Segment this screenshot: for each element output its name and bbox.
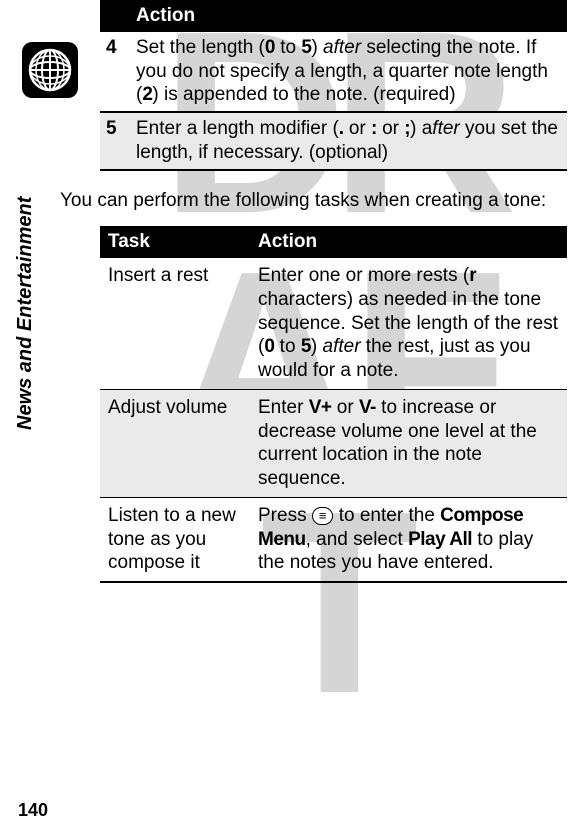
task-name: Insert a rest <box>100 258 250 389</box>
menu-key-icon: ≡ <box>312 507 334 525</box>
step-number: 4 <box>100 32 130 112</box>
tasks-header-action: Action <box>250 226 567 258</box>
task-row: Listen to a new tone as you compose itPr… <box>100 497 567 582</box>
step-row: 5Enter a length modifier (. or : or ;) a… <box>100 112 567 170</box>
task-action: Enter one or more rests (r characters) a… <box>250 258 567 389</box>
step-row: 4Set the length (0 to 5) after selecting… <box>100 32 567 112</box>
task-row: Adjust volumeEnter V+ or V- to increase … <box>100 389 567 497</box>
task-name: Adjust volume <box>100 389 250 497</box>
step-number: 5 <box>100 112 130 170</box>
step-text: Enter a length modifier (. or : or ;) af… <box>130 112 567 170</box>
section-label-text: News and Entertainment <box>14 197 37 430</box>
steps-table: Action 4Set the length (0 to 5) after se… <box>100 0 567 171</box>
tasks-header-task: Task <box>100 226 250 258</box>
globe-icon <box>20 40 80 100</box>
task-row: Insert a restEnter one or more rests (r … <box>100 258 567 389</box>
step-text: Set the length (0 to 5) after selecting … <box>130 32 567 112</box>
intro-text: You can perform the following tasks when… <box>60 189 567 213</box>
task-action: Press ≡ to enter the Compose Menu, and s… <box>250 497 567 582</box>
task-name: Listen to a new tone as you compose it <box>100 497 250 582</box>
tasks-table: Task Action Insert a restEnter one or mo… <box>100 226 567 583</box>
steps-header: Action <box>130 0 567 32</box>
page-content: Action 4Set the length (0 to 5) after se… <box>100 0 567 583</box>
task-action: Enter V+ or V- to increase or decrease v… <box>250 389 567 497</box>
page-number: 140 <box>18 800 48 821</box>
